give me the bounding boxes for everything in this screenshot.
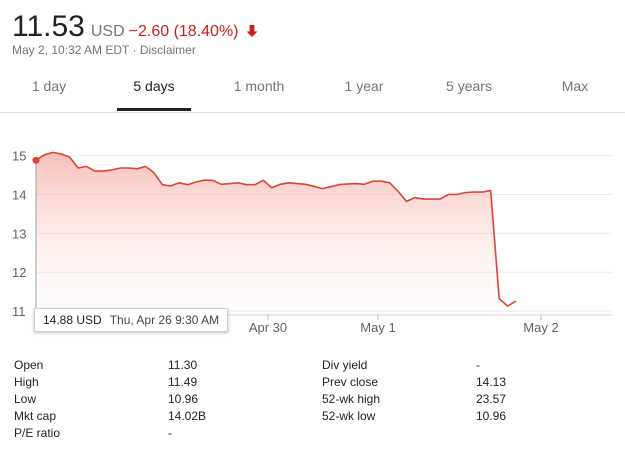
y-tick-label: 15 [12, 149, 26, 164]
stat-label: 52-wk high [322, 392, 381, 406]
tab-5-years[interactable]: 5 years [432, 68, 506, 111]
tab-1-month[interactable]: 1 month [222, 68, 296, 111]
stat-value: 10.96 [168, 392, 199, 406]
price-line [35, 151, 517, 307]
quote-meta: May 2, 10:32 AM EDT · Disclaimer [12, 43, 196, 57]
tooltip-time: Thu, Apr 26 9:30 AM [109, 313, 220, 327]
stat-label: Div yield [322, 358, 368, 372]
range-tabs: 1 day 5 days 1 month 1 year 5 years Max [0, 68, 625, 113]
stat-value: 11.49 [168, 375, 198, 389]
tab-label: 5 days [133, 78, 175, 94]
stat-label: Prev close [322, 375, 379, 389]
stat-label: 52-wk low [322, 409, 376, 423]
stat-value: 10.96 [476, 409, 507, 423]
x-tick-label: May 2 [523, 320, 558, 335]
disclaimer-link[interactable]: Disclaimer [139, 43, 196, 57]
tab-label: 1 month [233, 78, 285, 94]
stat-label: Mkt cap [14, 409, 57, 423]
tab-label: 5 years [446, 78, 492, 94]
currency-label: USD [90, 23, 125, 40]
tab-label: 1 year [344, 78, 384, 94]
tab-1-day[interactable]: 1 day [12, 68, 86, 111]
arrow-down-icon [246, 25, 258, 37]
price-change: −2.60 (18.40%) [128, 23, 239, 40]
y-axis-ticks: 11 12 13 14 15 [12, 149, 26, 320]
stat-label: Open [14, 358, 44, 372]
y-tick-label: 14 [12, 187, 26, 202]
y-tick-label: 12 [12, 265, 26, 280]
tab-label: Max [561, 78, 589, 94]
tab-max[interactable]: Max [538, 68, 612, 111]
x-tick-label: Apr 30 [249, 320, 287, 335]
stat-label: P/E ratio [14, 426, 61, 440]
stat-value: 11.30 [168, 358, 198, 372]
meta-separator: · [129, 43, 140, 57]
stat-label: Low [14, 392, 37, 406]
stat-value: - [476, 358, 480, 372]
tooltip-value: 14.88 USD [43, 313, 102, 327]
tab-5-days[interactable]: 5 days [117, 68, 191, 111]
x-tick-label: May 1 [360, 320, 395, 335]
stock-price: 11.53 [12, 10, 85, 43]
y-tick-label: 13 [12, 226, 26, 241]
stat-value: 14.13 [476, 375, 507, 389]
tab-label: 1 day [31, 78, 67, 94]
price-area-fill [36, 152, 516, 315]
quote-timestamp: May 2, 10:32 AM EDT [12, 43, 130, 57]
hover-point[interactable] [32, 156, 40, 164]
quote-header: 11.53 USD −2.60 (18.40%) [12, 10, 259, 44]
stat-value: 23.57 [476, 392, 507, 406]
stat-value: 14.02B [168, 409, 207, 423]
stat-label: High [14, 375, 39, 389]
y-tick-label: 11 [12, 304, 26, 319]
hover-tooltip: 14.88 USD Thu, Apr 26 9:30 AM [34, 308, 229, 332]
tab-1-year[interactable]: 1 year [327, 68, 401, 111]
stat-value: - [168, 426, 172, 440]
